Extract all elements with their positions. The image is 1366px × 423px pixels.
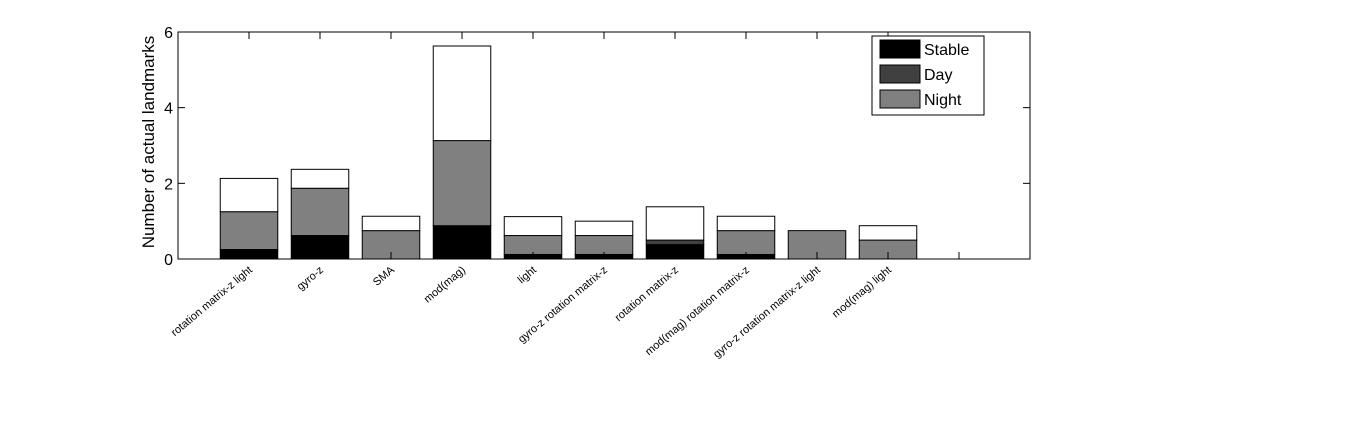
legend-label: Stable bbox=[924, 42, 969, 59]
bar-segment bbox=[574, 235, 634, 255]
legend: Stable Day Night bbox=[871, 35, 985, 116]
y-tick-label: 2 bbox=[164, 176, 173, 193]
bar-segment bbox=[503, 216, 563, 237]
y-tick-label: 6 bbox=[164, 25, 173, 42]
bar-segment bbox=[290, 168, 350, 189]
x-tick-label: rotation matrix-z light bbox=[169, 264, 255, 339]
bar-segment bbox=[645, 239, 705, 246]
x-tick-label: gyro-z bbox=[295, 264, 326, 293]
bar-segment bbox=[361, 215, 421, 232]
y-tick-label: 0 bbox=[164, 252, 173, 269]
bar-segment bbox=[219, 211, 279, 251]
x-tick-label: SMA bbox=[371, 264, 397, 289]
bar-segment bbox=[290, 187, 350, 237]
y-axis-title: Number of actual landmarks bbox=[139, 36, 158, 249]
y-tick-label: 4 bbox=[164, 101, 173, 118]
x-tick-label: rotation matrix-z bbox=[613, 264, 681, 324]
bar-segment bbox=[716, 215, 776, 232]
x-tick-label: mod(mag) light bbox=[830, 264, 894, 320]
legend-swatch bbox=[879, 64, 921, 84]
bar-segment bbox=[219, 177, 279, 213]
bar-segment bbox=[503, 235, 563, 255]
bar-segment bbox=[432, 140, 492, 227]
bar-segment bbox=[858, 225, 918, 241]
legend-swatch bbox=[879, 39, 921, 59]
legend-label: Day bbox=[924, 67, 952, 84]
x-tick-label: light bbox=[516, 264, 539, 286]
x-tick-label: mod(mag) bbox=[422, 264, 468, 305]
bar-segment bbox=[716, 230, 776, 255]
bar-segment bbox=[574, 220, 634, 237]
legend-swatch bbox=[879, 89, 921, 109]
bar-segment bbox=[645, 206, 705, 241]
legend-label: Night bbox=[924, 92, 962, 109]
bar-segment bbox=[432, 45, 492, 142]
